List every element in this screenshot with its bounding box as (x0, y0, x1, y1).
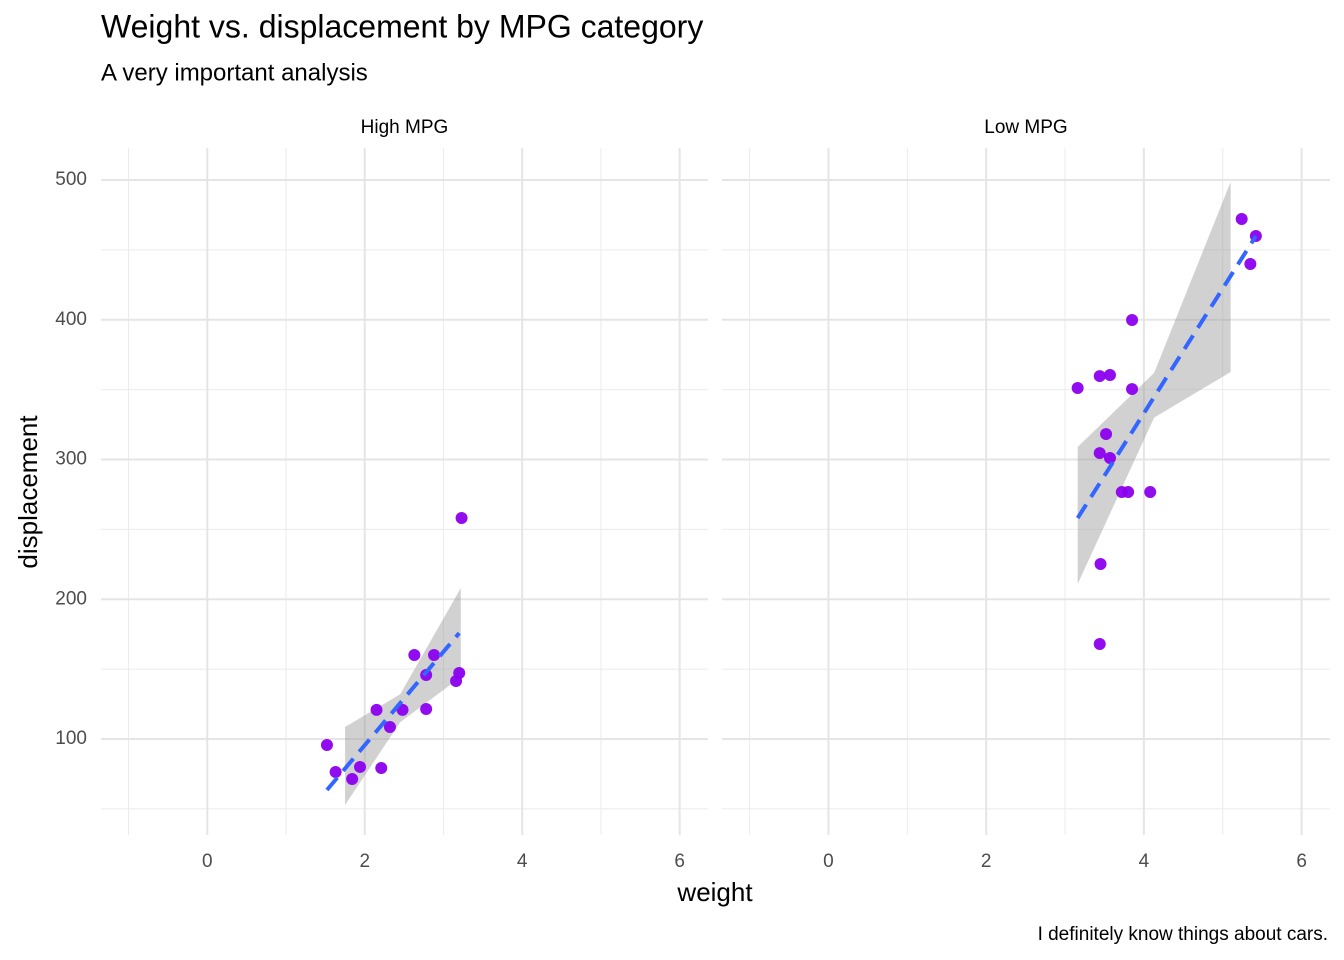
x-tick-label: 0 (202, 851, 213, 872)
point (1235, 212, 1248, 225)
y-tick-label: 200 (55, 588, 87, 609)
chart-title: Weight vs. displacement by MPG category (101, 8, 703, 44)
point (1103, 368, 1116, 381)
point (329, 765, 342, 778)
point (1094, 558, 1107, 571)
y-tick-label: 400 (55, 309, 87, 330)
fit-line (325, 631, 461, 792)
point (320, 739, 333, 752)
point (383, 720, 396, 733)
point (1126, 314, 1139, 327)
point (375, 762, 388, 775)
point (1071, 381, 1084, 394)
fit-line (1075, 234, 1258, 520)
y-tick-label: 100 (55, 728, 87, 749)
point (455, 512, 468, 525)
x-tick-label: 2 (981, 851, 992, 872)
confidence-band (1077, 181, 1231, 585)
point (428, 649, 441, 662)
x-tick-label: 4 (517, 851, 528, 872)
point (1103, 451, 1116, 464)
point (1122, 486, 1135, 499)
point (1100, 428, 1113, 441)
point (370, 703, 383, 716)
x-tick-label: 4 (1139, 851, 1150, 872)
chart-subtitle: A very important analysis (101, 59, 368, 86)
facet-label: Low MPG (984, 117, 1067, 138)
point (408, 649, 421, 662)
point (1144, 486, 1157, 499)
x-tick-label: 2 (359, 851, 370, 872)
point (1093, 447, 1106, 460)
point (1244, 257, 1257, 270)
y-tick-label: 500 (55, 169, 87, 190)
facet-label: High MPG (361, 117, 449, 138)
point (354, 760, 367, 773)
point (346, 772, 359, 785)
point (1126, 383, 1139, 396)
point (453, 667, 466, 680)
point (1093, 637, 1106, 650)
caption: I definitely know things about cars. (1038, 924, 1328, 945)
x-tick-label: 6 (674, 851, 685, 872)
confidence-band (345, 588, 461, 805)
point (1093, 370, 1106, 383)
y-axis-label: displacement (13, 415, 43, 569)
x-tick-label: 6 (1296, 851, 1307, 872)
x-axis-label: weight (676, 877, 753, 907)
x-tick-label: 0 (823, 851, 834, 872)
y-tick-label: 300 (55, 449, 87, 470)
point (420, 702, 433, 715)
